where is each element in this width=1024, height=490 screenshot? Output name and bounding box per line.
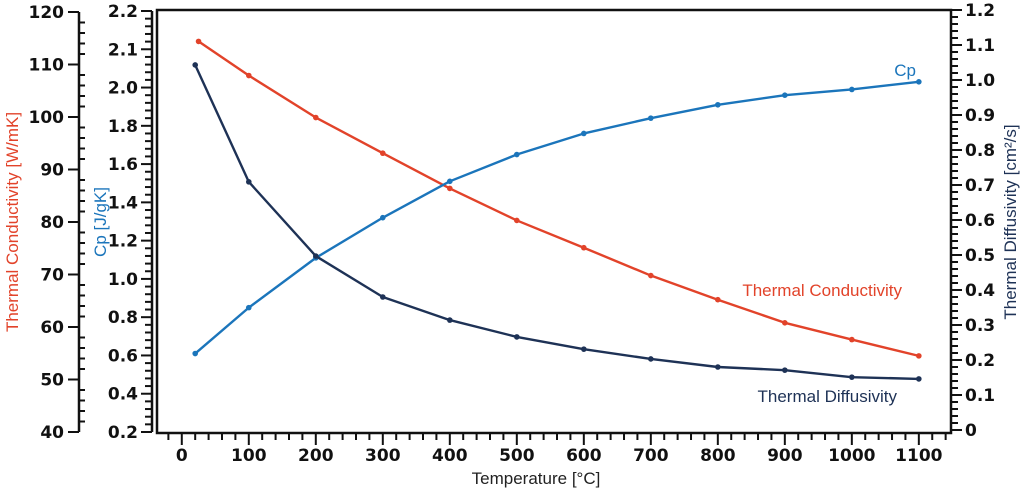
tc-tick-label: 120 [29,3,65,23]
data-point-thermal-diffusivity [581,346,587,352]
cp-tick-label: 2.1 [108,40,138,60]
data-point-thermal-conductivity [447,185,453,192]
cp-tick-label: 1.4 [108,193,138,213]
data-point-thermal-diffusivity [380,294,386,300]
tc-tick-label: 100 [29,108,65,128]
data-point-thermal-diffusivity [514,334,520,340]
td-tick-label: 0.7 [965,176,995,196]
td-tick-label: 0.5 [965,246,995,266]
series-label-cp: Cp [894,61,916,80]
data-point-thermal-diffusivity [648,356,654,362]
data-point-cp [648,115,654,121]
tc-tick-label: 60 [40,318,64,338]
series-label-thermal-diffusivity: Thermal Diffusivity [758,387,898,406]
td-tick-label: 0.3 [965,316,995,336]
td-tick-label: 0 [965,421,977,441]
data-point-thermal-conductivity [648,272,654,279]
x-tick-label: 300 [365,446,401,466]
cp-tick-label: 0.2 [108,423,138,443]
data-point-thermal-conductivity [514,217,520,224]
cp-tick-label: 1.0 [108,270,138,290]
td-axis-title: Thermal Diffusivity [cm²/s] [1001,124,1020,319]
cp-tick-label: 1.2 [108,232,138,252]
x-axis-title: Temperature [°C] [472,469,601,488]
data-point-cp [245,304,252,311]
x-tick-label: 600 [566,446,602,466]
cp-tick-label: 2.2 [108,2,138,22]
tc-tick-label: 110 [29,56,65,76]
tc-tick-label: 50 [40,371,64,391]
data-point-cp [581,130,587,137]
cp-tick-label: 2.0 [108,79,138,99]
x-tick-label: 200 [298,446,334,466]
data-point-thermal-conductivity [782,320,788,326]
data-point-thermal-conductivity [715,296,721,303]
tc-axis-title: Thermal Conductivity [W/mK] [3,112,22,332]
series-layer [192,38,922,382]
cp-tick-label: 1.8 [108,117,138,137]
td-tick-label: 1.1 [965,36,995,56]
series-label-thermal-conductivity: Thermal Conductivity [742,281,902,300]
series-line-thermal-diffusivity [194,64,919,381]
data-point-cp [916,79,922,85]
plot-frame [155,8,953,435]
x-tick-label: 1100 [895,446,942,466]
data-point-thermal-conductivity [245,72,252,79]
x-tick-label: 400 [432,446,468,466]
cp-axis-title: Cp [J/gK] [91,187,110,257]
cp-tick-label: 0.8 [108,308,138,328]
data-point-thermal-conductivity [916,353,922,359]
x-tick-label: 500 [499,446,535,466]
data-point-thermal-diffusivity [313,253,319,259]
data-point-thermal-diffusivity [447,317,453,323]
data-point-thermal-diffusivity [916,376,922,382]
cp-tick-label: 0.6 [108,346,138,366]
axes-layer: 0 100 200 300 400 500 600 700 800 900 1000 11004050… [29,1,996,466]
x-tick-label: 800 [700,446,736,466]
data-point-thermal-diffusivity [715,364,721,370]
data-point-thermal-diffusivity [192,62,198,68]
td-tick-label: 0.6 [965,211,995,231]
td-tick-label: 0.1 [965,386,995,406]
data-point-cp [192,350,198,357]
x-tick-label: 1000 [828,446,875,466]
data-point-thermal-diffusivity [782,367,788,373]
data-point-cp [447,178,453,185]
data-point-cp [514,151,520,158]
series-line-cp [194,80,919,355]
td-tick-label: 0.4 [965,281,995,301]
x-tick-label: 700 [633,446,669,466]
x-tick-label: 100 [231,446,267,466]
cp-tick-label: 0.4 [108,385,138,405]
td-tick-label: 0.2 [965,351,995,371]
data-point-cp [849,86,855,93]
td-tick-label: 0.8 [965,141,995,161]
data-point-cp [715,101,721,108]
data-point-thermal-diffusivity [849,374,855,380]
data-point-thermal-diffusivity [245,179,252,185]
x-tick-label: 900 [767,446,803,466]
tc-tick-label: 70 [40,266,64,286]
data-point-cp [380,214,386,221]
tc-tick-label: 90 [40,161,64,181]
tc-tick-label: 80 [40,213,64,233]
data-point-thermal-conductivity [581,244,587,251]
data-point-cp [782,92,788,98]
data-point-thermal-conductivity [313,114,319,121]
td-tick-label: 1.2 [965,1,995,21]
td-tick-label: 0.9 [965,106,995,126]
data-point-thermal-conductivity [195,38,202,45]
x-tick-label: 0 [176,446,188,466]
data-point-thermal-conductivity [380,150,386,157]
tc-tick-label: 40 [40,423,64,443]
series-line-thermal-conductivity [197,40,920,358]
data-point-thermal-conductivity [849,336,855,343]
cp-tick-label: 1.6 [108,155,138,175]
td-tick-label: 1.0 [965,71,995,91]
